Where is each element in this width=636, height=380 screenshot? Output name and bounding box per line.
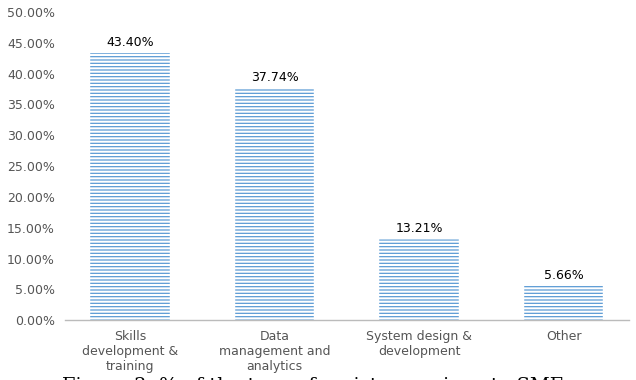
Text: Figure 3: % of the type of assistance given to SMEs: Figure 3: % of the type of assistance gi… (62, 377, 574, 380)
Bar (380, 239, 459, 320)
Text: 43.40%: 43.40% (106, 36, 154, 49)
Text: 5.66%: 5.66% (544, 269, 584, 282)
Bar (524, 285, 604, 320)
Bar (235, 87, 314, 320)
Text: 13.21%: 13.21% (396, 222, 443, 235)
Text: 37.74%: 37.74% (251, 71, 298, 84)
Bar (90, 53, 170, 320)
